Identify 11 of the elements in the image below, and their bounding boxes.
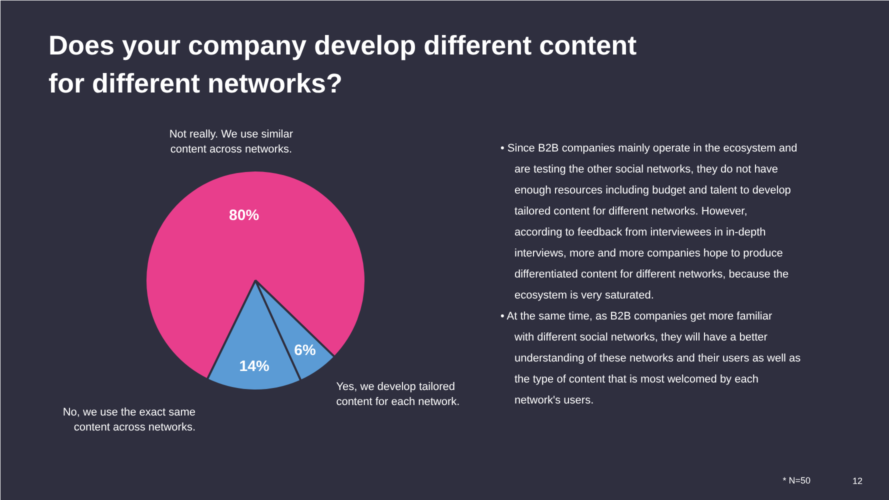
text: • Since B2B companies mainly operate in the ecosystem and are testing the other social networks, they do not have enough resources including budget and talent to develop tailored content for different networks. However, according to feedback from interviewees in in-depth interviews, more and more companies hope to produce differentiated content for different networks, because the ecosystem is very saturated. <box>500 142 798 302</box>
text: 12 <box>852 476 863 486</box>
slice-label: Not really. We use similar content across networks. <box>169 128 294 156</box>
data-label: 14% <box>239 358 270 375</box>
slice-label: No, we use the exact same content across networks. <box>62 406 196 434</box>
text: * N=50 <box>782 476 811 486</box>
chart-title: Does your company develop different content for different networks? <box>48 30 637 98</box>
data-label: 6% <box>294 342 316 360</box>
slice-label: Yes, we develop tailored content for each network. <box>336 380 460 408</box>
text: • At the same time, as B2B companies get more familiar with different social networks, they will have a better understanding of these networks and their users as well as the type of content that is most welcomed by each network's users. <box>500 310 802 406</box>
data-label: 80% <box>229 207 260 224</box>
